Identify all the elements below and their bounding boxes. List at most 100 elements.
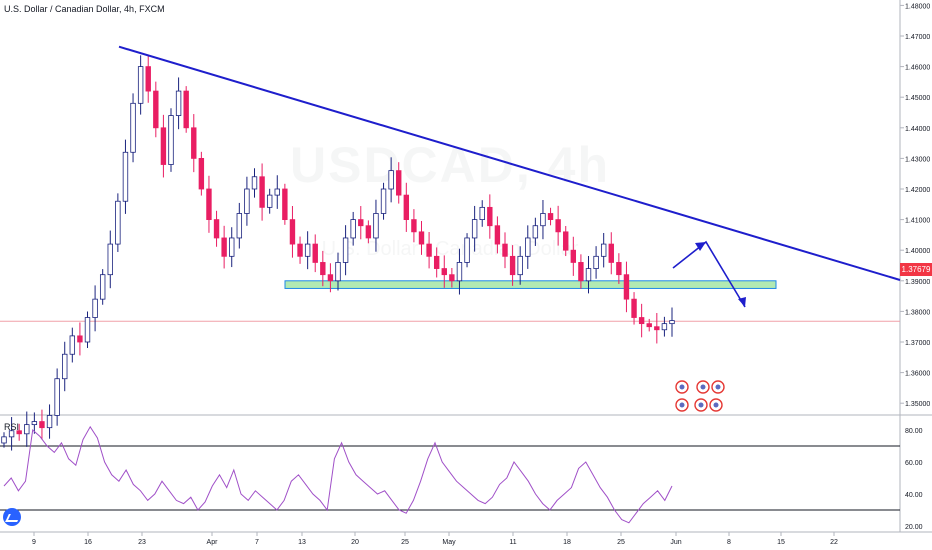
candle (600, 232, 607, 268)
candle (547, 207, 554, 226)
descending-trendline (118, 45, 901, 281)
candle (183, 86, 189, 133)
candle (403, 182, 410, 232)
rsi-tick-label: 20.00 (905, 524, 923, 531)
candle-body (24, 424, 30, 435)
candle-body (304, 243, 311, 257)
candle-body (244, 188, 250, 214)
time-tick-label: 25 (401, 539, 409, 546)
candle-body (578, 262, 584, 282)
rsi-line (3, 425, 673, 524)
candle (168, 108, 174, 172)
candle (494, 216, 501, 254)
candle (616, 253, 622, 284)
candle (479, 200, 485, 227)
rsi-tick-label: 80.00 (905, 428, 923, 435)
candle-body (320, 262, 326, 276)
time-tick-label: 13 (298, 539, 306, 546)
candle-body (616, 262, 622, 276)
candle-body (449, 274, 455, 282)
candle-body (16, 430, 22, 435)
candle-body (69, 335, 76, 355)
candle (570, 236, 577, 276)
candle-body (335, 262, 341, 282)
candle-body (570, 249, 577, 263)
candle (54, 368, 60, 426)
candle (259, 163, 265, 221)
candle (24, 411, 30, 447)
rsi-tick-label: 40.00 (905, 492, 923, 499)
candle (335, 252, 341, 291)
candle-body (229, 237, 235, 257)
candle-body (365, 225, 372, 239)
candle (46, 404, 53, 439)
candle (487, 194, 493, 239)
candle-body (327, 274, 334, 282)
price-tick-label: 1.42000 (905, 187, 930, 194)
candle-body (638, 317, 645, 325)
candle (153, 81, 159, 138)
price-tick-label: 1.41000 (905, 218, 930, 225)
candle (517, 246, 523, 285)
candle-body (289, 219, 296, 245)
candle (244, 176, 250, 226)
candle-body (396, 170, 402, 196)
tradingview-logo-icon[interactable] (3, 508, 21, 526)
candle-body (342, 237, 349, 263)
candle-body (160, 127, 167, 165)
candle (1, 432, 7, 448)
candle-body (259, 176, 265, 208)
candle (388, 157, 394, 203)
arrow-head-up-icon (695, 242, 706, 251)
candle (92, 285, 98, 332)
candle-body (669, 320, 675, 325)
candle (229, 227, 235, 268)
candle-body (532, 225, 539, 239)
candle (418, 221, 425, 255)
watermark-description: U.S. Dollar / Canadian Dollar (321, 238, 579, 260)
candle (623, 261, 630, 313)
candle-body (107, 243, 113, 276)
candle-body (373, 213, 379, 239)
price-tick-label: 1.38000 (905, 309, 930, 316)
price-tick-label: 1.35000 (905, 401, 930, 408)
price-tick-label: 1.46000 (905, 65, 930, 72)
current-price-badge: 1.37679 (900, 263, 932, 276)
candle (509, 245, 516, 286)
support-zone-rect (284, 280, 777, 289)
candle (99, 269, 106, 305)
rsi-tick-label: 60.00 (905, 460, 923, 467)
candle-body (312, 243, 318, 263)
candle-body (646, 323, 652, 328)
candle (646, 318, 652, 332)
candle-body (631, 298, 637, 318)
candle (122, 139, 129, 214)
candle-body (441, 268, 447, 276)
candle (289, 206, 296, 258)
price-tick-label: 1.37000 (905, 340, 930, 347)
candle-body (31, 421, 38, 426)
candle-body (153, 90, 159, 129)
candle-body (585, 268, 592, 282)
event-flag-dot (698, 402, 704, 408)
candle-body (168, 115, 174, 165)
time-tick-label: May (442, 539, 456, 546)
price-tick-label: 1.44000 (905, 126, 930, 133)
event-flag-icon (709, 398, 723, 412)
candle-body (517, 255, 523, 276)
candle-body (471, 219, 478, 239)
candle-body (92, 298, 98, 318)
price-tick-label: 1.47000 (905, 34, 930, 41)
candle (77, 322, 83, 356)
candle (206, 175, 212, 233)
rsi-label: RSI (4, 422, 20, 432)
candle-body (62, 353, 68, 380)
candle-body (525, 237, 531, 257)
event-flag-dot (713, 402, 719, 408)
price-tick-label: 1.48000 (905, 3, 930, 10)
price-tick-label: 1.45000 (905, 95, 930, 102)
candle (396, 162, 402, 204)
candle-body (600, 243, 607, 257)
